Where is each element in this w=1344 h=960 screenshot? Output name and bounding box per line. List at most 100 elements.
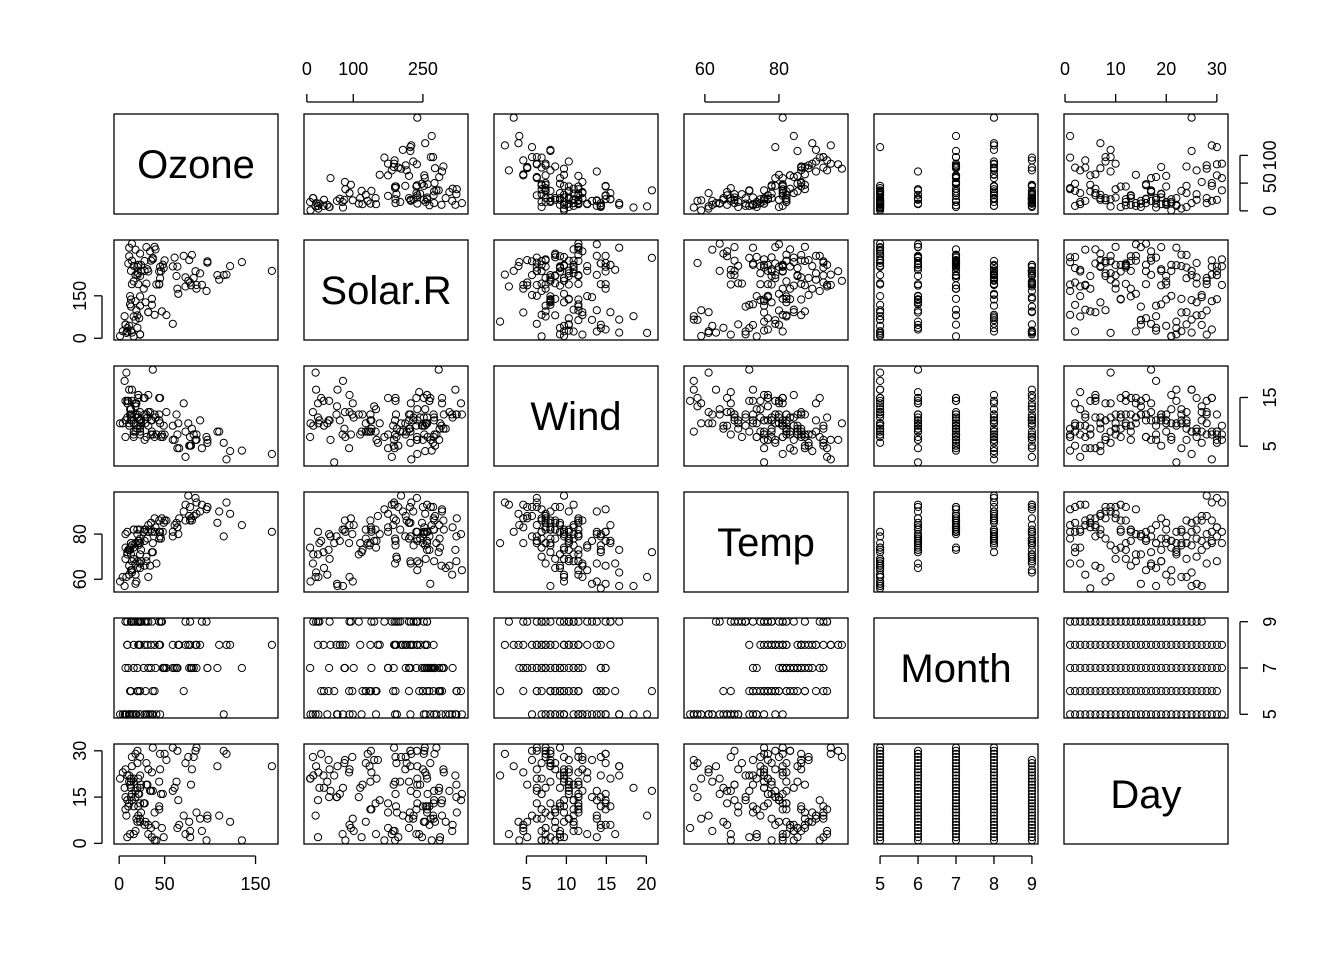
data-point [1066, 432, 1075, 442]
data-point [537, 774, 546, 783]
data-point [760, 458, 769, 467]
data-point [391, 396, 400, 405]
data-point [1116, 527, 1125, 536]
data-point [1197, 536, 1206, 546]
data-point [951, 153, 961, 162]
data-point [782, 427, 791, 436]
data-point [1086, 284, 1095, 293]
data-point [811, 167, 821, 176]
data-point [559, 687, 569, 696]
data-point [412, 160, 421, 169]
panel-frame [683, 743, 849, 845]
data-point [1096, 509, 1105, 518]
data-point [1101, 507, 1110, 516]
data-point [1157, 193, 1166, 202]
data-point [989, 532, 999, 541]
panel-frame [303, 365, 469, 467]
data-point [951, 799, 961, 808]
data-point [734, 202, 743, 212]
data-point [1147, 187, 1156, 196]
data-point [913, 786, 923, 796]
data-point [786, 746, 795, 755]
data-point [366, 687, 375, 696]
data-point [1192, 258, 1201, 268]
data-point [811, 145, 821, 154]
data-point [876, 321, 885, 330]
data-point [390, 444, 399, 453]
data-point [186, 278, 195, 287]
data-point [392, 710, 401, 719]
data-point [951, 416, 961, 425]
panel-frame [683, 239, 849, 341]
data-point [1121, 195, 1130, 204]
data-point [421, 768, 430, 777]
data-point [1027, 293, 1037, 302]
data-point [951, 187, 961, 196]
data-point [1081, 521, 1090, 530]
data-point [693, 793, 702, 802]
data-point [693, 710, 702, 719]
panel-frame [113, 491, 279, 593]
data-point [1071, 278, 1080, 287]
data-point [723, 408, 732, 417]
data-point [435, 783, 444, 792]
data-point [1066, 310, 1075, 319]
data-point [340, 195, 349, 204]
data-point [123, 550, 132, 559]
data-point [730, 416, 739, 425]
data-point [811, 427, 821, 436]
data-point [123, 399, 132, 408]
data-point [402, 759, 411, 768]
data-point [913, 413, 923, 422]
data-point [1207, 527, 1216, 536]
data-point [160, 663, 169, 673]
data-point [325, 663, 334, 673]
data-point [448, 710, 457, 719]
data-point [876, 793, 885, 802]
data-point [226, 509, 235, 518]
data-point [129, 525, 138, 534]
data-point [387, 500, 396, 509]
panel-frame [683, 491, 849, 593]
data-point [1187, 518, 1196, 527]
data-point [325, 202, 334, 212]
data-point [551, 516, 560, 525]
data-point [951, 771, 961, 780]
tick-label: 10 [556, 874, 576, 894]
data-point [951, 836, 961, 845]
data-point [1131, 617, 1141, 626]
data-point [786, 687, 795, 696]
data-point [1157, 545, 1166, 555]
data-point [1147, 548, 1156, 557]
data-point [1106, 687, 1115, 696]
data-point [913, 265, 923, 274]
data-point [133, 557, 142, 566]
data-point [797, 749, 806, 759]
data-point [1027, 765, 1037, 774]
data-point [348, 399, 357, 408]
data-point [366, 516, 375, 525]
data-point [876, 762, 885, 771]
data-point [711, 199, 721, 208]
data-point [237, 258, 246, 267]
data-point [551, 162, 560, 171]
data-point [1076, 500, 1085, 509]
data-point [1091, 170, 1100, 179]
data-point [515, 258, 524, 267]
data-point [421, 541, 430, 550]
data-point [601, 710, 610, 719]
data-point [876, 836, 885, 845]
data-point [136, 780, 146, 789]
data-point [523, 502, 532, 512]
data-point [1167, 687, 1176, 696]
data-point [313, 640, 323, 650]
data-point [989, 805, 999, 814]
tick-label: 30 [1207, 59, 1227, 79]
data-point [745, 687, 754, 696]
data-point [215, 275, 224, 284]
data-point [1116, 424, 1125, 433]
data-point [181, 452, 190, 461]
data-point [913, 393, 923, 403]
data-point [1027, 805, 1037, 814]
data-point [197, 280, 206, 289]
